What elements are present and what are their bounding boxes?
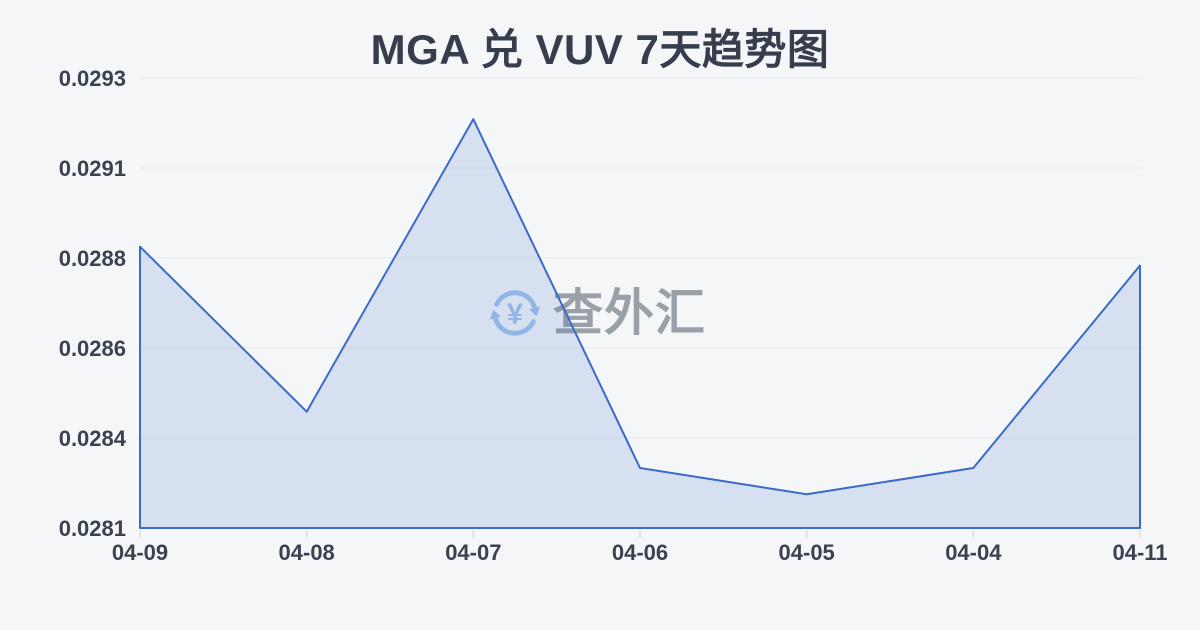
x-axis-label: 04-11 <box>1112 540 1167 565</box>
y-axis-label: 0.0284 <box>59 426 127 451</box>
y-axis-label: 0.0281 <box>59 516 126 541</box>
area-series <box>139 118 1141 529</box>
y-axis-label: 0.0293 <box>59 66 126 91</box>
x-axis-label: 04-09 <box>112 540 168 565</box>
x-axis-label: 04-04 <box>945 540 1002 565</box>
y-axis-label: 0.0291 <box>59 156 126 181</box>
y-axis-label: 0.0288 <box>59 246 126 271</box>
y-axis-label: 0.0286 <box>59 336 126 361</box>
x-axis-label: 04-08 <box>279 540 335 565</box>
x-axis-label: 04-05 <box>779 540 835 565</box>
chart-title: MGA 兑 VUV 7天趋势图 <box>370 26 830 73</box>
x-axis-label: 04-07 <box>445 540 501 565</box>
x-axis-label: 04-06 <box>612 540 668 565</box>
